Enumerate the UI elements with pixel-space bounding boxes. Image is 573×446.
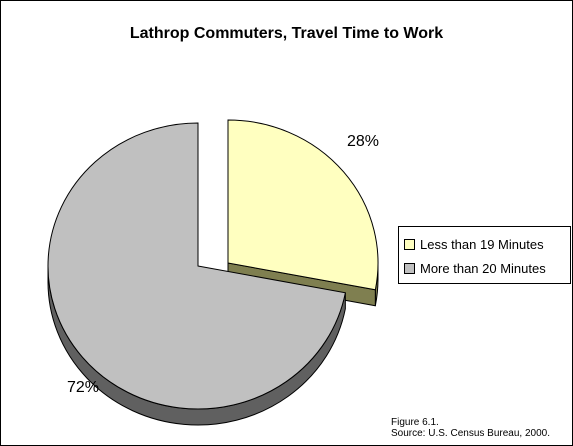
legend: Less than 19 Minutes More than 20 Minute…	[398, 226, 571, 284]
data-label-less-than-19: 28%	[347, 133, 380, 150]
data-label-more-than-20: 72%	[67, 379, 100, 396]
chart-title: Lathrop Commuters, Travel Time to Work	[129, 25, 444, 42]
legend-swatch-gray	[404, 262, 415, 274]
source-line: Source: U.S. Census Bureau, 2000.	[391, 428, 550, 439]
legend-swatch-yellow	[404, 238, 415, 250]
figure-note: Figure 6.1. Source: U.S. Census Bureau, …	[391, 417, 550, 439]
legend-label: Less than 19 Minutes	[420, 236, 544, 252]
pie-slice-more-than-20-minutes	[47, 122, 346, 410]
legend-item-less-than-19: Less than 19 Minutes	[404, 232, 570, 256]
legend-item-more-than-20: More than 20 Minutes	[404, 256, 570, 280]
legend-label: More than 20 Minutes	[420, 260, 546, 276]
pie-slice-less-than-19-minutes	[227, 119, 379, 291]
figure-caption: Figure 6.1.	[391, 417, 439, 428]
